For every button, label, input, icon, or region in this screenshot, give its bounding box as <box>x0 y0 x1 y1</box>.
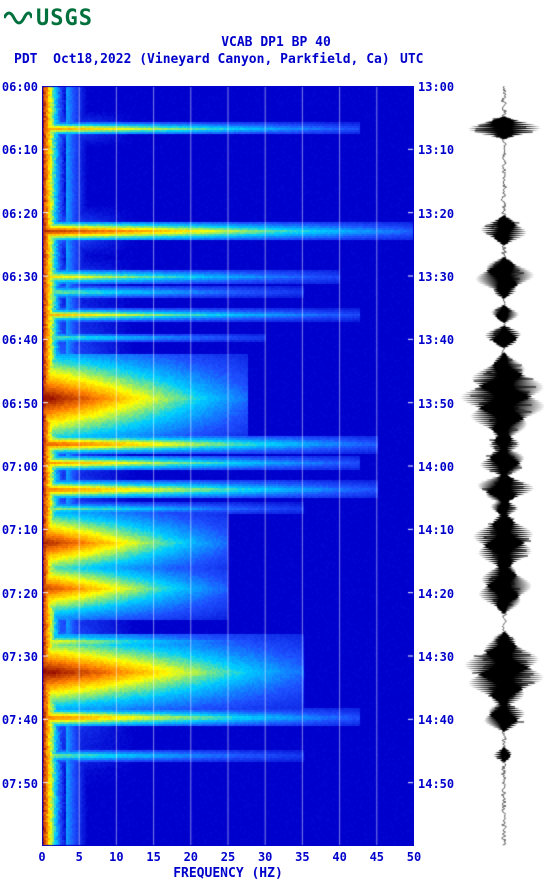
left-tick: 07:30 <box>2 650 38 664</box>
right-tick: 14:10 <box>418 523 454 537</box>
tz-left: PDT <box>14 52 37 67</box>
x-tick: 30 <box>258 850 272 864</box>
right-tick: 13:50 <box>418 397 454 411</box>
x-tick: 40 <box>332 850 346 864</box>
x-axis-title: FREQUENCY (HZ) <box>42 866 414 881</box>
right-tick: 13:30 <box>418 270 454 284</box>
seismogram-panel <box>458 86 550 846</box>
x-tick: 15 <box>146 850 160 864</box>
x-tick: 10 <box>109 850 123 864</box>
chart-subtitle: PDT Oct18,2022 (Vineyard Canyon, Parkfie… <box>14 52 390 67</box>
left-tick: 07:50 <box>2 777 38 791</box>
date-location: Oct18,2022 (Vineyard Canyon, Parkfield, … <box>53 52 390 67</box>
chart-title: VCAB DP1 BP 40 <box>0 35 552 50</box>
right-tick: 14:50 <box>418 777 454 791</box>
tz-right: UTC <box>400 52 423 67</box>
right-tick: 13:10 <box>418 143 454 157</box>
spectrogram-canvas <box>42 86 414 846</box>
logo-text: USGS <box>36 6 93 31</box>
logo-wave-icon <box>4 4 32 32</box>
left-tick: 06:40 <box>2 333 38 347</box>
left-tick: 06:20 <box>2 207 38 221</box>
right-tick: 13:20 <box>418 207 454 221</box>
x-tick: 50 <box>407 850 421 864</box>
x-tick: 35 <box>295 850 309 864</box>
x-tick: 45 <box>370 850 384 864</box>
left-tick: 07:00 <box>2 460 38 474</box>
right-tick: 13:40 <box>418 333 454 347</box>
right-tick: 14:00 <box>418 460 454 474</box>
spectrogram-panel <box>42 86 414 846</box>
usgs-logo: USGS <box>4 4 93 32</box>
right-tick: 14:30 <box>418 650 454 664</box>
left-tick: 06:50 <box>2 397 38 411</box>
x-tick: 25 <box>221 850 235 864</box>
x-tick: 5 <box>76 850 83 864</box>
x-tick: 0 <box>38 850 45 864</box>
right-time-axis: 13:0013:1013:2013:3013:4013:5014:0014:10… <box>416 86 458 846</box>
left-tick: 07:20 <box>2 587 38 601</box>
left-tick: 06:10 <box>2 143 38 157</box>
right-tick: 13:00 <box>418 80 454 94</box>
x-tick: 20 <box>184 850 198 864</box>
right-tick: 14:20 <box>418 587 454 601</box>
left-tick: 07:40 <box>2 713 38 727</box>
left-tick: 06:30 <box>2 270 38 284</box>
left-tick: 06:00 <box>2 80 38 94</box>
left-tick: 07:10 <box>2 523 38 537</box>
left-time-axis: 06:0006:1006:2006:3006:4006:5007:0007:10… <box>0 86 40 846</box>
right-tick: 14:40 <box>418 713 454 727</box>
seismogram-canvas <box>458 86 550 846</box>
